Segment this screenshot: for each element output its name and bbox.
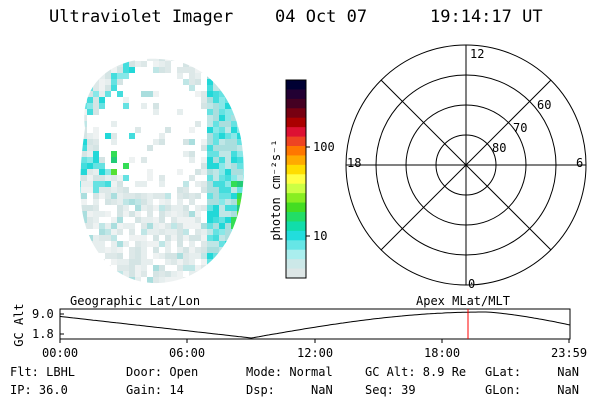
colorbar-cell	[286, 89, 306, 100]
colorbar-cell	[286, 183, 306, 194]
polar-diagonal-b	[380, 79, 552, 251]
colorbar-cell	[286, 268, 306, 279]
colorbar-cell	[286, 212, 306, 222]
altitude-plot-right-title: Apex MLat/MLT	[416, 294, 510, 308]
colorbar	[285, 79, 310, 279]
colorbar-cell	[286, 127, 306, 138]
colorbar-tick-label-100: 100	[313, 140, 335, 154]
aurora-image	[80, 58, 244, 284]
status-mode: Mode: Normal	[246, 365, 333, 379]
colorbar-cell	[286, 193, 306, 204]
colorbar-axis-label: photon cm⁻²s⁻¹	[269, 139, 283, 241]
colorbar-cell	[286, 108, 306, 119]
colorbar-cell	[286, 240, 306, 251]
status-glon: GLon: NaN	[485, 383, 579, 397]
altitude-plot-left-title: Geographic Lat/Lon	[70, 294, 201, 308]
altitude-ytick-label-1-8: 1.8	[32, 327, 54, 341]
status-door: Door: Open	[126, 365, 199, 379]
status-seq: Seq: 39	[365, 383, 416, 397]
status-filter: Flt: LBHL	[10, 365, 76, 379]
observation-time: 19:14:17 UT	[430, 7, 543, 27]
status-gain: Gain: 14	[126, 383, 184, 397]
altitude-plot	[59, 308, 571, 343]
lat-label-70: 70	[513, 121, 528, 135]
colorbar-cell	[286, 202, 306, 213]
colorbar-cell	[286, 259, 306, 270]
colorbar-cell	[286, 155, 306, 166]
altitude-xtick-label-2359: 23:59	[551, 346, 588, 360]
status-glat: GLat: NaN	[485, 365, 579, 379]
status-dsp: Dsp: NaN	[246, 383, 333, 397]
colorbar-cell	[286, 221, 306, 232]
polar-grid	[345, 44, 587, 286]
colorbar-cell	[286, 164, 306, 175]
lat-label-60: 60	[537, 98, 552, 112]
altitude-plot-frame	[59, 308, 571, 340]
colorbar-tick-label-10: 10	[313, 229, 328, 243]
altitude-curve	[59, 311, 571, 339]
status-gc-alt: GC Alt: 8.9 Re	[365, 365, 467, 379]
altitude-y-axis-label: GC Alt	[12, 303, 26, 347]
mlt-label-18: 18	[347, 156, 362, 170]
colorbar-cell	[286, 146, 306, 156]
status-ip: IP: 36.0	[10, 383, 68, 397]
altitude-xtick-label-0600: 06:00	[169, 346, 206, 360]
instrument-title: Ultraviolet Imager	[49, 7, 234, 27]
altitude-ytick-label-9: 9.0	[32, 307, 54, 321]
colorbar-cell	[286, 230, 306, 241]
colorbar-cell	[286, 98, 306, 109]
altitude-xtick-label-0000: 00:00	[42, 346, 79, 360]
colorbar-cell	[286, 117, 306, 128]
mlt-label-0: 0	[468, 277, 476, 291]
colorbar-cell	[286, 80, 306, 90]
colorbar-cell	[286, 249, 306, 260]
mlt-label-12: 12	[470, 47, 485, 61]
lat-label-80: 80	[492, 141, 507, 155]
mlt-label-6: 6	[576, 156, 584, 170]
observation-date: 04 Oct 07	[275, 7, 368, 27]
altitude-xtick-label-1800: 18:00	[424, 346, 461, 360]
altitude-xtick-label-1200: 12:00	[297, 346, 334, 360]
colorbar-cell	[286, 174, 306, 185]
colorbar-frame	[285, 79, 307, 279]
colorbar-cell	[286, 136, 306, 147]
